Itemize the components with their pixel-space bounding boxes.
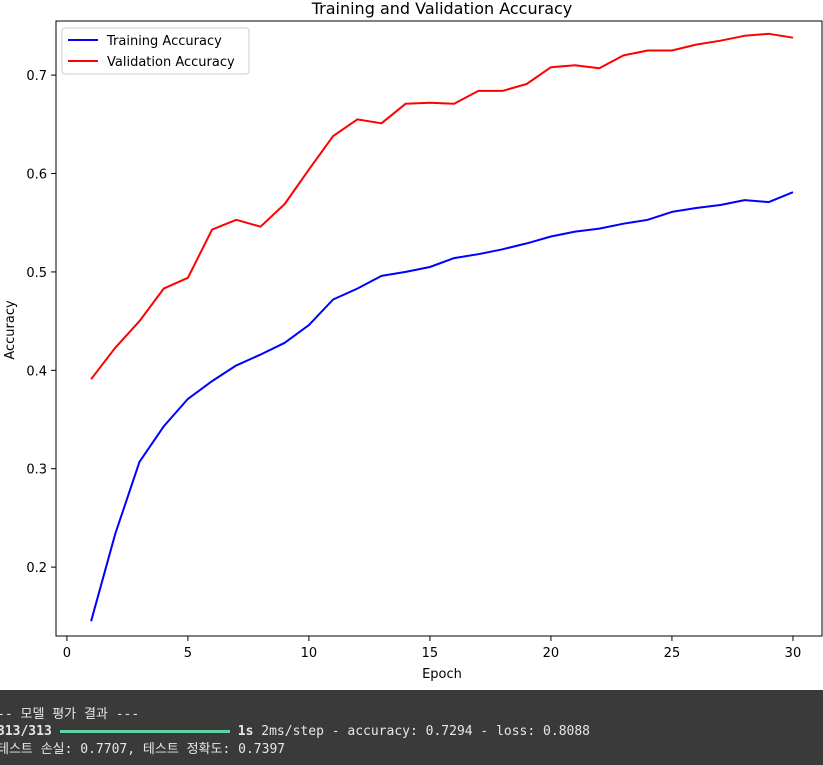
x-tick-label: 5 [184, 646, 192, 661]
training-accuracy-line [90, 191, 794, 622]
y-axis-ticks: 0.2 0.3 0.4 0.5 0.6 0.7 [26, 69, 56, 576]
y-tick-label: 0.2 [26, 561, 47, 576]
progress-bar [59, 730, 230, 733]
console-metrics: 2ms/step - accuracy: 0.7294 - loss: 0.80… [261, 724, 591, 739]
x-tick-label: 30 [785, 646, 802, 661]
x-axis-label: Epoch [422, 667, 462, 682]
legend-box [61, 27, 250, 75]
series-lines [90, 32, 794, 622]
x-axis-ticks: 0 5 10 15 20 25 30 [63, 636, 801, 661]
x-tick-label: 20 [543, 646, 560, 661]
y-axis-label: Accuracy [3, 300, 18, 360]
chart-title: Training and Validation Accuracy [311, 0, 573, 18]
accuracy-chart: Training and Validation Accuracy 0 5 10 15 2… [3, 0, 823, 682]
y-tick-label: 0.5 [26, 266, 47, 281]
legend-label-validation: Validation Accuracy [107, 55, 235, 70]
console-output: -- 모델 평가 결과 --- 313/313 1s 2ms/step - acc… [0, 690, 823, 765]
legend-label-training: Training Accuracy [106, 34, 222, 49]
console-elapsed: 1s [237, 724, 254, 739]
x-tick-label: 15 [422, 646, 439, 661]
x-tick-label: 25 [664, 646, 681, 661]
console-step-count: 313/313 [0, 724, 52, 739]
console-line-header: -- 모델 평가 결과 --- [0, 707, 140, 722]
x-tick-label: 0 [63, 646, 71, 661]
validation-accuracy-line [90, 32, 794, 380]
y-tick-label: 0.7 [26, 69, 47, 84]
y-tick-label: 0.3 [26, 463, 47, 478]
y-tick-label: 0.4 [26, 364, 47, 379]
x-tick-label: 10 [301, 646, 318, 661]
console-line-progress: 313/313 1s 2ms/step - accuracy: 0.7294 - … [0, 723, 590, 741]
legend: Training Accuracy Validation Accuracy [61, 27, 250, 75]
console-line-result: 테스트 손실: 0.7707, 테스트 정확도: 0.7397 [0, 742, 286, 757]
plot-frame [55, 20, 823, 637]
y-tick-label: 0.6 [26, 168, 47, 183]
